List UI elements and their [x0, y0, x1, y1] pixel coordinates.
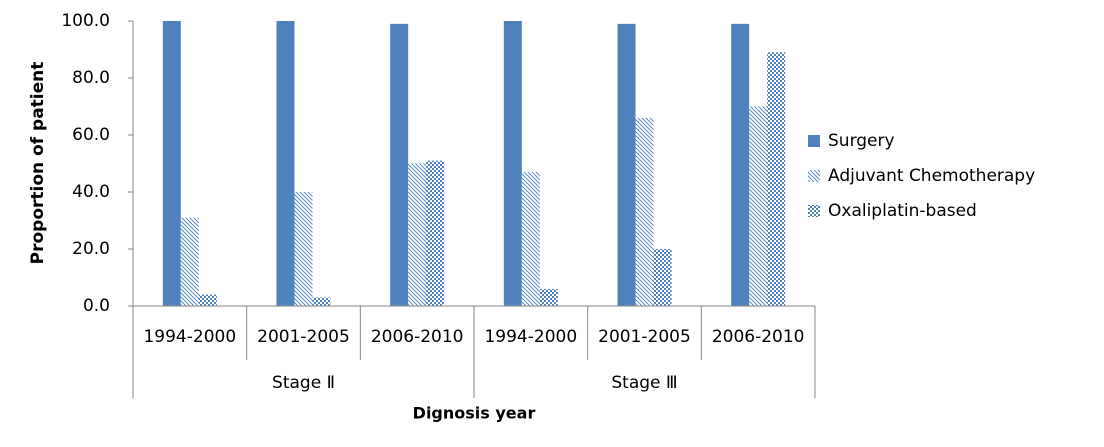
group-label: Stage Ⅲ	[611, 373, 677, 393]
bar	[390, 23, 409, 306]
y-tick-label: 60.0	[72, 125, 110, 145]
x-tick-label: 2001-2005	[598, 327, 691, 347]
legend-swatch	[808, 135, 820, 147]
bar	[749, 106, 768, 306]
bar	[503, 21, 522, 306]
y-tick-label: 40.0	[72, 182, 110, 202]
x-tick-label: 2006-2010	[712, 327, 805, 347]
bar	[180, 217, 199, 306]
group-label: Stage Ⅱ	[272, 373, 335, 393]
bar	[635, 117, 654, 307]
x-tick-label: 1994-2000	[484, 327, 577, 347]
y-tick-label: 20.0	[72, 239, 110, 259]
x-tick-label: 2006-2010	[371, 327, 464, 347]
x-tick-label: 2001-2005	[257, 327, 350, 347]
y-tick-label: 100.0	[61, 11, 110, 31]
y-tick-label: 80.0	[72, 68, 110, 88]
bar	[312, 297, 331, 306]
bar	[539, 288, 558, 306]
legend-label: Adjuvant Chemotherapy	[828, 166, 1035, 186]
bar	[294, 192, 313, 306]
bar	[162, 21, 181, 306]
legend-swatch	[808, 205, 820, 217]
bar	[767, 52, 786, 306]
bar	[408, 163, 427, 306]
bar	[276, 21, 295, 306]
bar	[198, 294, 217, 306]
bar	[521, 172, 540, 306]
legend-label: Oxaliplatin-based	[828, 201, 977, 221]
bar	[617, 23, 636, 306]
legend-label: Surgery	[828, 131, 895, 151]
x-tick-label: 1994-2000	[143, 327, 236, 347]
x-axis-title: Dignosis year	[413, 404, 536, 423]
y-tick-label: 0.0	[83, 296, 110, 316]
bar	[653, 249, 672, 306]
bar	[731, 23, 750, 306]
bar	[426, 160, 445, 306]
legend-swatch	[808, 170, 820, 182]
y-axis-title: Proportion of patient	[28, 62, 48, 265]
